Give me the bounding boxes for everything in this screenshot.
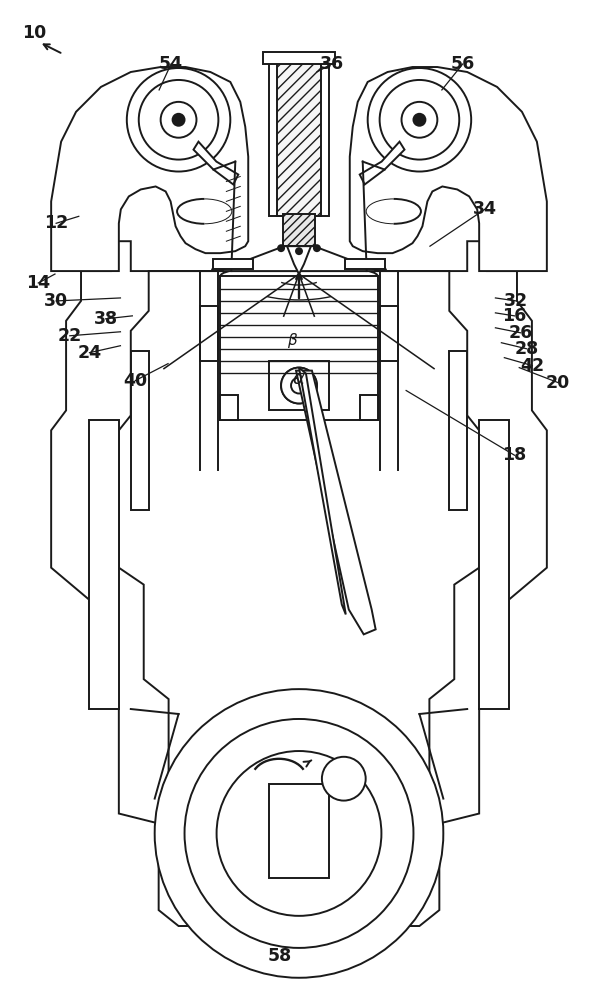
- Polygon shape: [213, 259, 253, 269]
- Text: 54: 54: [159, 55, 183, 73]
- Text: 38: 38: [93, 310, 118, 328]
- Circle shape: [271, 806, 327, 861]
- Polygon shape: [345, 259, 385, 269]
- Circle shape: [322, 757, 366, 801]
- Bar: [263, 52, 335, 64]
- Text: 18: 18: [502, 446, 527, 464]
- Circle shape: [155, 689, 443, 978]
- Text: 28: 28: [514, 340, 539, 358]
- Circle shape: [289, 823, 309, 843]
- Circle shape: [314, 245, 320, 251]
- Text: 42: 42: [520, 357, 544, 375]
- Text: 56: 56: [450, 55, 475, 73]
- Circle shape: [185, 719, 413, 948]
- Text: $\beta$: $\beta$: [288, 331, 298, 350]
- Polygon shape: [350, 67, 547, 271]
- Circle shape: [161, 102, 197, 138]
- Circle shape: [281, 368, 317, 403]
- Bar: [269, 62, 329, 216]
- Circle shape: [413, 114, 425, 126]
- Text: 58: 58: [268, 947, 292, 965]
- Text: 24: 24: [77, 344, 102, 362]
- Text: 16: 16: [502, 307, 527, 325]
- Bar: [277, 62, 321, 216]
- Bar: [479, 420, 509, 709]
- Text: 30: 30: [44, 292, 68, 310]
- Bar: [269, 361, 329, 410]
- Circle shape: [291, 378, 307, 393]
- Bar: [89, 420, 119, 709]
- Polygon shape: [269, 784, 329, 878]
- Bar: [200, 306, 218, 361]
- Polygon shape: [218, 246, 380, 271]
- Bar: [360, 395, 377, 420]
- Polygon shape: [299, 368, 346, 614]
- Polygon shape: [287, 246, 311, 274]
- Bar: [131, 351, 149, 510]
- Bar: [283, 214, 315, 246]
- Text: 12: 12: [44, 214, 68, 232]
- Circle shape: [278, 245, 284, 251]
- Polygon shape: [51, 241, 547, 926]
- Circle shape: [401, 102, 437, 138]
- Bar: [449, 351, 467, 510]
- Circle shape: [173, 114, 185, 126]
- Text: $\alpha$: $\alpha$: [292, 370, 306, 388]
- Text: 26: 26: [508, 324, 533, 342]
- Circle shape: [380, 80, 459, 160]
- Circle shape: [216, 751, 382, 916]
- Circle shape: [281, 368, 317, 403]
- Polygon shape: [296, 371, 376, 634]
- Text: 14: 14: [26, 274, 50, 292]
- Text: 34: 34: [472, 200, 497, 218]
- Text: 10: 10: [22, 24, 46, 42]
- Bar: [221, 395, 238, 420]
- Text: 40: 40: [123, 372, 147, 390]
- Circle shape: [368, 68, 471, 172]
- Text: 32: 32: [504, 292, 528, 310]
- Bar: [221, 276, 377, 420]
- Polygon shape: [360, 142, 404, 184]
- Text: 22: 22: [58, 327, 82, 345]
- Circle shape: [127, 68, 230, 172]
- Polygon shape: [194, 142, 238, 184]
- Circle shape: [296, 248, 302, 254]
- Text: 20: 20: [546, 374, 570, 392]
- Bar: [380, 306, 398, 361]
- Polygon shape: [51, 67, 248, 271]
- Text: 36: 36: [320, 55, 344, 73]
- Circle shape: [139, 80, 218, 160]
